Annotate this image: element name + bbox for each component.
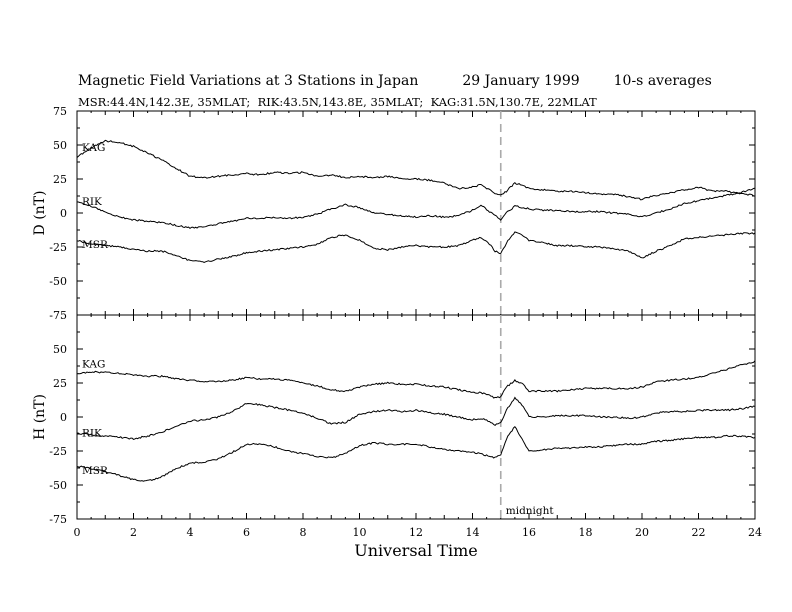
x-tick-label: 10 [353, 526, 367, 539]
x-tick-label: 12 [409, 526, 423, 539]
y-tick-label: -25 [49, 445, 67, 458]
series-label-H-kag: KAG [82, 358, 105, 370]
y-axis-label-D: D (nT) [32, 191, 48, 236]
midnight-label: midnight [506, 505, 555, 517]
x-tick-label: 2 [130, 526, 137, 539]
y-tick-label: 0 [60, 207, 67, 220]
y-tick-label: -25 [49, 241, 67, 254]
y-tick-label: 50 [53, 139, 67, 152]
series-label-D-kag: KAG [82, 142, 105, 154]
y-tick-label: -75 [49, 513, 67, 526]
x-tick-label: 4 [187, 526, 194, 539]
series-line-D-msr [77, 232, 755, 262]
panel-frame-D [77, 111, 755, 315]
series-line-H-kag [77, 361, 755, 398]
y-tick-label: 50 [53, 343, 67, 356]
series-label-D-rik: RIK [82, 196, 102, 208]
series-line-H-rik [77, 398, 755, 440]
series-line-D-kag [77, 140, 755, 200]
series-line-H-msr [77, 427, 755, 482]
x-tick-label: 18 [579, 526, 593, 539]
y-tick-label: 75 [53, 105, 67, 118]
x-tick-label: 0 [74, 526, 81, 539]
y-tick-label: 0 [60, 411, 67, 424]
x-tick-label: 24 [748, 526, 762, 539]
y-tick-label: -50 [49, 479, 67, 492]
x-tick-label: 16 [522, 526, 536, 539]
y-tick-label: 25 [53, 173, 67, 186]
x-tick-label: 20 [635, 526, 649, 539]
series-line-D-rik [77, 188, 755, 228]
y-tick-label: -50 [49, 275, 67, 288]
y-axis-label-H: H (nT) [32, 394, 48, 440]
series-label-H-msr: MSR [82, 465, 109, 477]
x-tick-label: 14 [466, 526, 480, 539]
x-tick-label: 6 [243, 526, 250, 539]
x-tick-label: 8 [300, 526, 307, 539]
panel-frame-H [77, 315, 755, 519]
y-tick-label: 25 [53, 377, 67, 390]
x-axis-label: Universal Time [354, 541, 477, 560]
x-tick-label: 22 [692, 526, 706, 539]
series-label-D-msr: MSR [82, 239, 109, 251]
series-label-H-rik: RIK [82, 427, 102, 439]
y-tick-label: -75 [49, 309, 67, 322]
